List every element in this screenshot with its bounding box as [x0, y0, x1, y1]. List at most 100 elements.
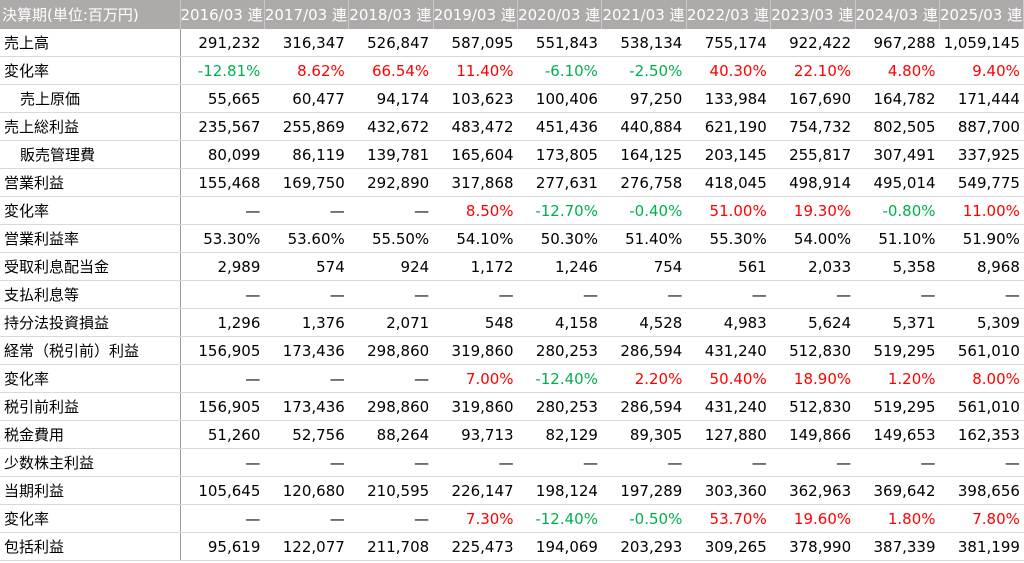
value-cell[interactable]: —: [180, 448, 265, 477]
value-cell[interactable]: —: [348, 364, 434, 393]
value-cell[interactable]: 255,817: [770, 140, 856, 169]
value-cell[interactable]: 165,604: [433, 140, 518, 169]
row-label-cell[interactable]: 税金費用: [0, 420, 181, 449]
value-cell[interactable]: 50.40%: [686, 364, 771, 393]
value-cell[interactable]: 97,250: [601, 84, 687, 113]
value-cell[interactable]: —: [601, 448, 687, 477]
value-cell[interactable]: 418,045: [686, 168, 771, 197]
value-cell[interactable]: —: [348, 196, 434, 225]
value-cell[interactable]: 512,830: [770, 392, 856, 421]
value-cell[interactable]: 51.40%: [601, 224, 687, 253]
value-cell[interactable]: —: [433, 448, 518, 477]
header-period-cell[interactable]: 2017/03 連: [264, 0, 350, 29]
value-cell[interactable]: —: [770, 448, 856, 477]
value-cell[interactable]: 11.40%: [433, 56, 518, 85]
value-cell[interactable]: 5,624: [770, 308, 856, 337]
value-cell[interactable]: 194,069: [517, 532, 602, 561]
value-cell[interactable]: 526,847: [348, 29, 434, 57]
value-cell[interactable]: —: [601, 280, 687, 309]
value-cell[interactable]: 93,713: [433, 420, 518, 449]
value-cell[interactable]: —: [770, 280, 856, 309]
value-cell[interactable]: —: [264, 280, 349, 309]
value-cell[interactable]: 887,700: [939, 112, 1024, 141]
value-cell[interactable]: 561,010: [939, 392, 1024, 421]
value-cell[interactable]: -6.10%: [517, 56, 602, 85]
header-period-cell[interactable]: 2024/03 連: [855, 0, 941, 29]
value-cell[interactable]: 4.80%: [855, 56, 940, 85]
value-cell[interactable]: 2,033: [770, 252, 856, 281]
value-cell[interactable]: 512,830: [770, 336, 856, 365]
value-cell[interactable]: 483,472: [433, 112, 518, 141]
header-period-cell[interactable]: 2021/03 連: [601, 0, 687, 29]
value-cell[interactable]: 203,145: [686, 140, 771, 169]
value-cell[interactable]: 316,347: [264, 29, 349, 57]
value-cell[interactable]: 88,264: [348, 420, 434, 449]
value-cell[interactable]: 498,914: [770, 168, 856, 197]
value-cell[interactable]: 211,708: [348, 532, 434, 561]
value-cell[interactable]: 369,642: [855, 476, 940, 505]
value-cell[interactable]: 22.10%: [770, 56, 856, 85]
value-cell[interactable]: 398,656: [939, 476, 1024, 505]
value-cell[interactable]: 387,339: [855, 532, 940, 561]
value-cell[interactable]: 802,505: [855, 112, 940, 141]
header-label-cell[interactable]: 決算期(単位:百万円): [0, 0, 181, 29]
value-cell[interactable]: -0.40%: [601, 196, 687, 225]
value-cell[interactable]: 276,758: [601, 168, 687, 197]
value-cell[interactable]: —: [264, 364, 349, 393]
value-cell[interactable]: 203,293: [601, 532, 687, 561]
value-cell[interactable]: 8,968: [939, 252, 1024, 281]
header-period-cell[interactable]: 2022/03 連: [686, 0, 772, 29]
value-cell[interactable]: 171,444: [939, 84, 1024, 113]
value-cell[interactable]: 286,594: [601, 336, 687, 365]
value-cell[interactable]: 922,422: [770, 29, 856, 57]
value-cell[interactable]: 127,880: [686, 420, 771, 449]
value-cell[interactable]: 226,147: [433, 476, 518, 505]
value-cell[interactable]: 18.90%: [770, 364, 856, 393]
value-cell[interactable]: 156,905: [180, 392, 265, 421]
value-cell[interactable]: 40.30%: [686, 56, 771, 85]
value-cell[interactable]: —: [939, 280, 1024, 309]
value-cell[interactable]: 317,868: [433, 168, 518, 197]
value-cell[interactable]: 51.00%: [686, 196, 771, 225]
row-label-cell[interactable]: 変化率: [0, 196, 181, 225]
value-cell[interactable]: 19.60%: [770, 504, 856, 533]
value-cell[interactable]: 225,473: [433, 532, 518, 561]
value-cell[interactable]: 451,436: [517, 112, 602, 141]
value-cell[interactable]: 298,860: [348, 336, 434, 365]
value-cell[interactable]: 1,296: [180, 308, 265, 337]
value-cell[interactable]: 51.10%: [855, 224, 940, 253]
value-cell[interactable]: 5,371: [855, 308, 940, 337]
value-cell[interactable]: 431,240: [686, 336, 771, 365]
value-cell[interactable]: 561: [686, 252, 771, 281]
value-cell[interactable]: 55.30%: [686, 224, 771, 253]
value-cell[interactable]: 210,595: [348, 476, 434, 505]
value-cell[interactable]: 89,305: [601, 420, 687, 449]
value-cell[interactable]: 54.00%: [770, 224, 856, 253]
value-cell[interactable]: 286,594: [601, 392, 687, 421]
value-cell[interactable]: 549,775: [939, 168, 1024, 197]
value-cell[interactable]: 50.30%: [517, 224, 602, 253]
value-cell[interactable]: 8.50%: [433, 196, 518, 225]
value-cell[interactable]: -2.50%: [601, 56, 687, 85]
value-cell[interactable]: 9.40%: [939, 56, 1024, 85]
value-cell[interactable]: 1.20%: [855, 364, 940, 393]
value-cell[interactable]: 2,989: [180, 252, 265, 281]
value-cell[interactable]: 519,295: [855, 336, 940, 365]
value-cell[interactable]: 235,567: [180, 112, 265, 141]
value-cell[interactable]: 164,782: [855, 84, 940, 113]
value-cell[interactable]: 173,805: [517, 140, 602, 169]
value-cell[interactable]: 362,963: [770, 476, 856, 505]
value-cell[interactable]: 167,690: [770, 84, 856, 113]
row-label-cell[interactable]: 売上原価: [0, 84, 181, 113]
value-cell[interactable]: 5,358: [855, 252, 940, 281]
header-period-cell[interactable]: 2025/03 連: [939, 0, 1024, 29]
value-cell[interactable]: 319,860: [433, 336, 518, 365]
value-cell[interactable]: 55,665: [180, 84, 265, 113]
value-cell[interactable]: 164,125: [601, 140, 687, 169]
value-cell[interactable]: 754,732: [770, 112, 856, 141]
value-cell[interactable]: —: [433, 280, 518, 309]
value-cell[interactable]: 173,436: [264, 336, 349, 365]
value-cell[interactable]: 66.54%: [348, 56, 434, 85]
header-period-cell[interactable]: 2023/03 連: [770, 0, 856, 29]
value-cell[interactable]: 255,869: [264, 112, 349, 141]
